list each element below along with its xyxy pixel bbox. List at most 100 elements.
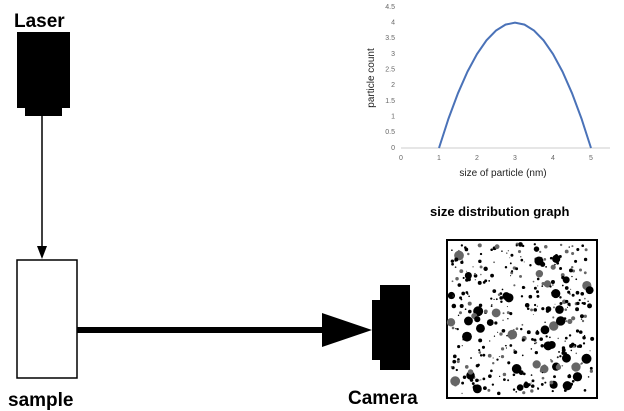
particle: [544, 382, 546, 384]
sample: [17, 260, 77, 378]
arrowhead: [322, 313, 372, 347]
particle: [551, 360, 554, 363]
particle: [565, 286, 569, 290]
particle: [488, 280, 490, 282]
particle: [565, 250, 569, 254]
particle: [562, 354, 571, 363]
particle: [534, 243, 536, 245]
particle: [533, 339, 536, 342]
particle: [576, 291, 580, 295]
particle: [544, 341, 553, 350]
particle: [565, 320, 567, 322]
particle: [488, 374, 492, 378]
particle: [536, 290, 539, 293]
particle: [490, 274, 494, 278]
particle: [456, 369, 458, 371]
particle: [510, 262, 512, 264]
particle: [581, 362, 583, 364]
particle: [575, 307, 579, 311]
particle: [523, 373, 526, 376]
camera: [380, 285, 410, 370]
particle: [479, 304, 482, 307]
particle: [564, 389, 567, 392]
y-tick-label: 1.5: [385, 98, 395, 105]
particle: [535, 331, 539, 335]
particle: [513, 349, 515, 351]
particle: [590, 370, 593, 373]
particle: [509, 257, 510, 258]
particle: [451, 249, 453, 251]
particle: [579, 345, 581, 347]
particle: [465, 365, 469, 369]
particle: [520, 256, 521, 257]
y-axis-label: particle count: [366, 48, 377, 108]
particle: [559, 296, 561, 298]
particle: [462, 339, 463, 340]
particle: [579, 299, 581, 301]
particle: [587, 303, 592, 308]
particle: [488, 354, 492, 358]
x-tick-label: 5: [589, 155, 593, 162]
particle: [584, 298, 586, 300]
particle: [497, 332, 498, 333]
particle: [585, 248, 588, 251]
particle: [462, 332, 472, 342]
particle: [573, 372, 582, 381]
particle: [549, 381, 553, 385]
y-tick-label: 0.5: [385, 129, 395, 136]
particle: [510, 275, 511, 276]
particle: [570, 289, 571, 290]
particle: [565, 300, 568, 303]
particle: [581, 244, 584, 247]
particle: [522, 245, 524, 247]
particle: [475, 279, 476, 280]
x-tick-label: 4: [551, 155, 555, 162]
particle: [483, 267, 487, 271]
particle: [461, 244, 463, 246]
particle: [508, 250, 509, 251]
particle: [518, 250, 521, 253]
particle: [540, 261, 543, 264]
particle: [584, 271, 587, 274]
particle: [531, 374, 533, 376]
particle: [459, 269, 463, 273]
particle: [503, 378, 506, 381]
particle: [507, 330, 517, 340]
particle: [522, 338, 525, 341]
particle: [519, 370, 524, 375]
particle: [487, 389, 490, 392]
particle: [503, 312, 505, 314]
particle: [458, 315, 459, 316]
particle: [467, 253, 469, 255]
particle: [574, 260, 577, 263]
particle: [507, 306, 508, 307]
particle: [478, 281, 482, 285]
particle: [451, 366, 453, 368]
particle: [535, 351, 538, 354]
particle: [451, 263, 454, 266]
y-tick-label: 4: [391, 20, 395, 27]
particle: [537, 306, 538, 307]
particle: [492, 383, 494, 385]
particle: [481, 311, 482, 312]
particle: [586, 286, 594, 294]
particle: [462, 260, 463, 261]
particle: [552, 284, 554, 286]
particle: [529, 264, 531, 266]
particle: [502, 329, 506, 333]
particle: [570, 383, 573, 386]
particle: [515, 391, 517, 393]
particle: [582, 302, 584, 304]
y-tick-label: 2.5: [385, 67, 395, 74]
particle: [493, 357, 494, 358]
particle: [478, 338, 482, 342]
particle: [478, 351, 481, 354]
particle: [583, 342, 585, 344]
particle: [511, 270, 513, 272]
particle: [564, 308, 567, 311]
y-tick-label: 0: [391, 145, 395, 152]
particle: [487, 319, 494, 326]
particle: [561, 276, 564, 279]
camera-label: Camera: [348, 388, 418, 409]
particle: [502, 289, 504, 291]
